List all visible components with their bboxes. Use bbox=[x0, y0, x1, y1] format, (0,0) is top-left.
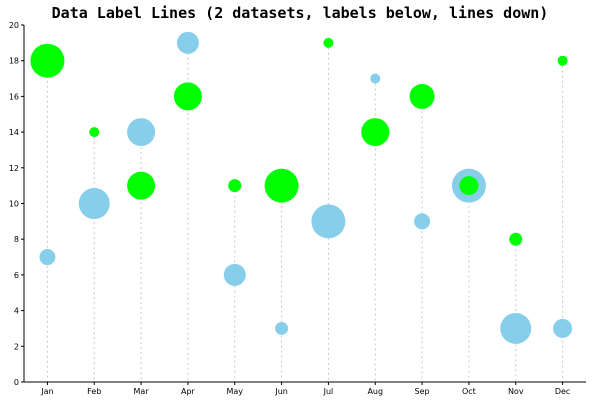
x-tick-label: Apr bbox=[181, 387, 196, 396]
y-tick-label: 14 bbox=[9, 128, 19, 137]
data-point bbox=[228, 179, 242, 193]
data-point bbox=[370, 73, 381, 84]
data-point bbox=[509, 232, 523, 246]
x-tick-label: Jun bbox=[274, 387, 288, 396]
y-tick-label: 6 bbox=[14, 271, 19, 280]
x-tick-label: Sep bbox=[415, 387, 430, 396]
data-point bbox=[89, 127, 100, 138]
data-point bbox=[311, 204, 346, 239]
data-point bbox=[30, 43, 65, 78]
x-tick-label: Feb bbox=[87, 387, 101, 396]
y-tick-label: 8 bbox=[14, 235, 19, 244]
x-tick-label: Nov bbox=[508, 387, 524, 396]
y-tick-label: 4 bbox=[14, 307, 19, 316]
x-tick-label: Mar bbox=[134, 387, 150, 396]
x-tick-label: May bbox=[226, 387, 243, 396]
chart-title: Data Label Lines (2 datasets, labels bel… bbox=[52, 4, 549, 22]
data-point bbox=[500, 312, 532, 344]
y-tick-label: 0 bbox=[14, 378, 19, 387]
data-point bbox=[323, 37, 334, 48]
x-tick-label: Dec bbox=[555, 387, 570, 396]
data-point bbox=[127, 118, 156, 147]
data-points bbox=[30, 31, 573, 344]
data-point bbox=[553, 318, 573, 338]
drop-lines bbox=[46, 42, 564, 382]
y-tick-label: 10 bbox=[9, 200, 19, 209]
data-point bbox=[414, 213, 431, 230]
data-point bbox=[409, 83, 435, 109]
data-point bbox=[361, 118, 390, 147]
y-tick-label: 18 bbox=[9, 57, 19, 66]
data-point bbox=[127, 171, 156, 200]
y-tick-label: 2 bbox=[14, 342, 19, 351]
x-tick-label: Aug bbox=[367, 387, 383, 396]
data-point bbox=[176, 31, 199, 54]
y-tick-label: 12 bbox=[9, 164, 19, 173]
data-point bbox=[264, 168, 299, 203]
data-point bbox=[275, 321, 289, 335]
data-point bbox=[78, 188, 110, 219]
data-point bbox=[459, 176, 479, 196]
y-tick-label: 16 bbox=[9, 92, 19, 101]
x-tick-label: Oct bbox=[462, 387, 476, 396]
data-point bbox=[223, 263, 246, 286]
x-tick-label: Jul bbox=[323, 387, 334, 396]
data-point bbox=[173, 82, 202, 111]
data-point bbox=[557, 55, 568, 66]
data-point bbox=[39, 249, 56, 266]
tick-labels: 0 2 4 6 8 10 12 14 16 18 20 Jan Feb Mar Apr May Jun Jul Au… bbox=[9, 21, 571, 396]
axes bbox=[21, 24, 586, 385]
y-tick-label: 20 bbox=[9, 21, 19, 30]
x-tick-label: Jan bbox=[40, 387, 53, 396]
